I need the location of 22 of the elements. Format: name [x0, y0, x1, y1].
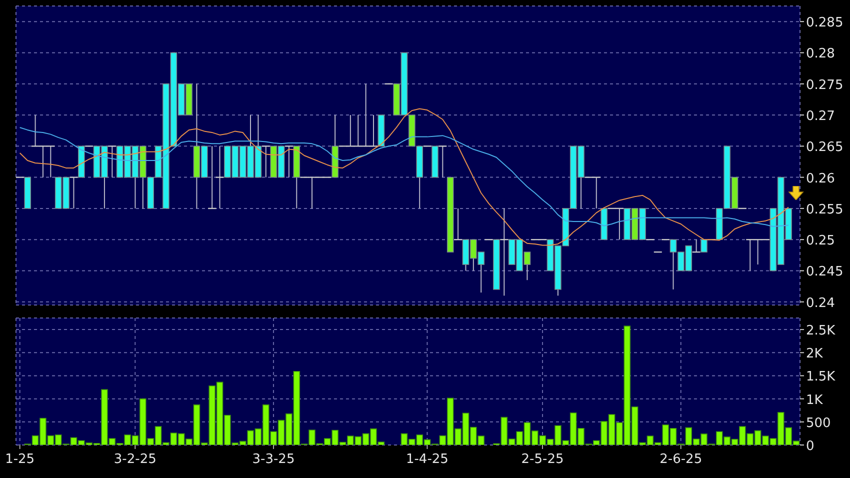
y-tick-label: 1K	[806, 392, 824, 408]
y-tick-label: 0.27	[806, 109, 835, 124]
y-tick-label: 500	[806, 416, 831, 431]
x-tick-label: 3-2-25	[114, 452, 156, 467]
y-tick-label: 0.24	[806, 296, 835, 311]
y-tick-label: 2K	[806, 346, 824, 362]
x-tick-label: 1-25	[5, 452, 35, 467]
y-tick-label: 0.245	[806, 264, 844, 280]
y-tick-label: 0.28	[806, 46, 835, 62]
x-tick-label: 2-5-25	[521, 452, 564, 467]
y-tick-label: 0.26	[806, 171, 835, 186]
y-tick-label: 0	[806, 439, 814, 454]
x-tick-label: 1-4-25	[406, 452, 448, 467]
y-tick-label: 0.255	[806, 202, 844, 218]
y-tick-label: 2.5K	[806, 324, 836, 339]
y-tick-label: 0.275	[806, 78, 844, 93]
x-tick-label: 2-6-25	[660, 452, 702, 467]
y-tick-label: 0.25	[806, 234, 835, 249]
x-tick-label: 3-3-25	[252, 452, 295, 467]
y-tick-label: 0.265	[806, 140, 844, 156]
y-tick-label: 0.285	[806, 16, 844, 31]
y-tick-label: 1.5K	[806, 370, 836, 385]
